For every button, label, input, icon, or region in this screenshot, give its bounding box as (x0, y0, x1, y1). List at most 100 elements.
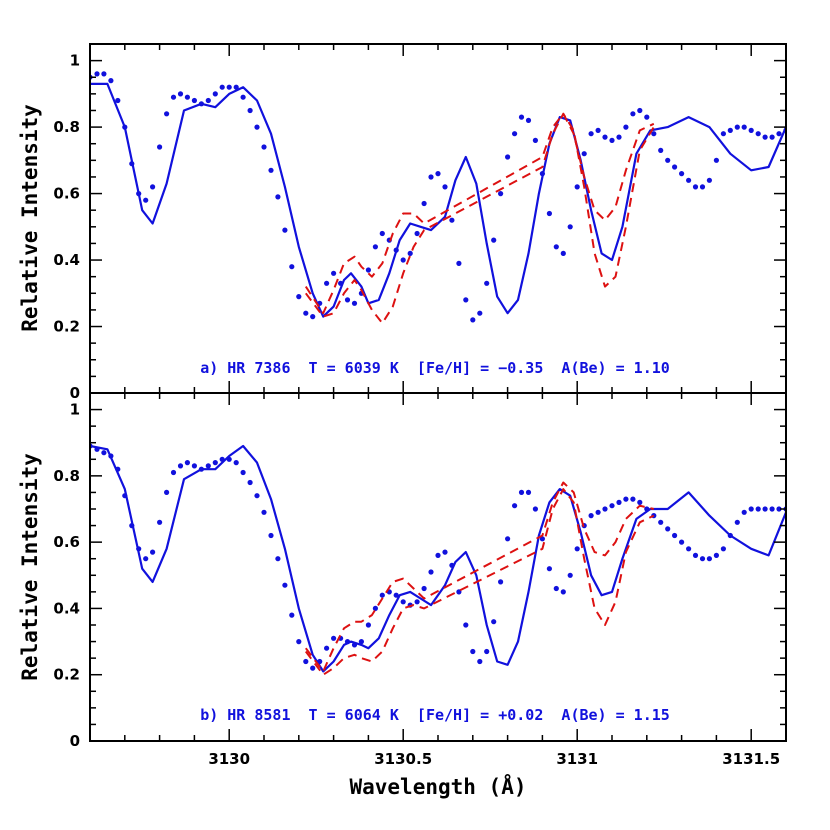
variant-dashed-line (304, 488, 655, 676)
observed-point (407, 250, 413, 256)
observed-point (755, 506, 761, 512)
observed-point (296, 294, 302, 300)
x-axis-title: Wavelength (Å) (349, 774, 526, 799)
observed-point (435, 552, 441, 559)
model-line (90, 82, 786, 318)
panel-b-y-tick-label: 1 (70, 401, 80, 419)
observed-point (393, 592, 399, 598)
observed-point (567, 224, 573, 230)
observed-point (344, 297, 351, 303)
observed-point (776, 506, 782, 512)
observed-point (247, 479, 253, 486)
observed-point (672, 164, 678, 170)
observed-point (456, 589, 462, 595)
observed-point (421, 200, 427, 207)
observed-point (212, 460, 218, 466)
panel-a-y-tick-label: 0 (70, 384, 80, 402)
observed-point (553, 585, 559, 592)
observed-point (400, 257, 406, 263)
observed-point (776, 131, 782, 137)
observed-point (296, 639, 302, 645)
observed-point (525, 489, 532, 495)
observed-point (505, 154, 511, 160)
observed-point (560, 589, 566, 595)
observed-point (679, 171, 685, 177)
observed-point (734, 519, 740, 525)
observed-point (553, 244, 559, 250)
x-tick-label: 3130.5 (374, 750, 432, 768)
observed-point (463, 297, 469, 303)
observed-point (150, 184, 156, 190)
observed-point (303, 658, 309, 665)
observed-point (734, 124, 740, 130)
panel-b-y-tick-label: 0.8 (53, 467, 80, 485)
observed-point (463, 622, 469, 628)
panel-b-frame (89, 392, 787, 742)
observed-point (94, 71, 100, 77)
observed-point (157, 144, 163, 150)
observed-point (588, 513, 594, 519)
observed-point (518, 114, 525, 120)
observed-point (191, 463, 197, 469)
observed-point (170, 94, 177, 100)
observed-point (157, 519, 163, 525)
observed-point (623, 124, 629, 130)
observed-point (282, 227, 288, 233)
observed-point (546, 210, 553, 217)
observed-point (477, 658, 483, 665)
observed-point (616, 499, 622, 505)
observed-point (421, 585, 427, 592)
observed-point (692, 184, 699, 190)
observed-point (143, 556, 149, 562)
panel-b-y-tick-label: 0 (70, 732, 80, 750)
observed-point (470, 317, 476, 323)
observed-point (706, 556, 713, 562)
observed-point (567, 572, 573, 578)
observed-point (602, 506, 608, 512)
observed-point (686, 546, 692, 552)
observed-point (498, 191, 504, 197)
panel-b: 0 0.2 0.4 0.6 0.8 1 3130 3130.5 3131 3131.5 Relat… (18, 392, 787, 799)
observed-point (505, 536, 511, 542)
panel-a-y-tick-label: 0.8 (53, 118, 80, 136)
observed-point (762, 134, 768, 140)
observed-point (310, 665, 316, 671)
observed-point (581, 151, 587, 157)
panel-a-annotation: a) HR 7386 T = 6039 K [Fe/H] = −0.35 A(B… (200, 359, 670, 377)
observed-point (143, 197, 149, 203)
observed-point (442, 549, 448, 555)
observed-point (324, 645, 330, 651)
observed-point (755, 131, 761, 137)
observed-point (275, 556, 281, 562)
variant-dashed-line (304, 112, 655, 315)
variant-dashed-line (304, 112, 655, 325)
observed-point (623, 496, 629, 502)
observed-point (511, 131, 518, 137)
panel-a-frame (89, 43, 787, 394)
observed-point (609, 503, 615, 509)
observed-point (379, 230, 385, 237)
observed-point (699, 184, 706, 190)
observed-point (546, 566, 553, 572)
observed-point (630, 496, 636, 502)
observed-point (574, 546, 580, 552)
observed-point (372, 244, 378, 250)
panel-b-y-axis-title: Relative Intensity (18, 453, 42, 681)
observed-point (233, 84, 239, 90)
observed-point (616, 134, 622, 140)
observed-point (699, 556, 706, 562)
observed-point (706, 177, 713, 183)
observed-point (470, 648, 476, 655)
panel-b-annotation: b) HR 8581 T = 6064 K [Fe/H] = +0.02 A(B… (200, 706, 670, 724)
observed-point (651, 131, 657, 137)
observed-point (282, 582, 288, 588)
x-tick-label: 3131.5 (722, 750, 780, 768)
observed-point (372, 605, 378, 612)
observed-point (491, 237, 497, 243)
observed-point (769, 134, 775, 140)
observed-point (303, 310, 309, 316)
observed-point (602, 134, 608, 140)
observed-point (261, 144, 267, 150)
x-tick-label: 3130 (208, 750, 250, 768)
observed-point (261, 509, 267, 515)
